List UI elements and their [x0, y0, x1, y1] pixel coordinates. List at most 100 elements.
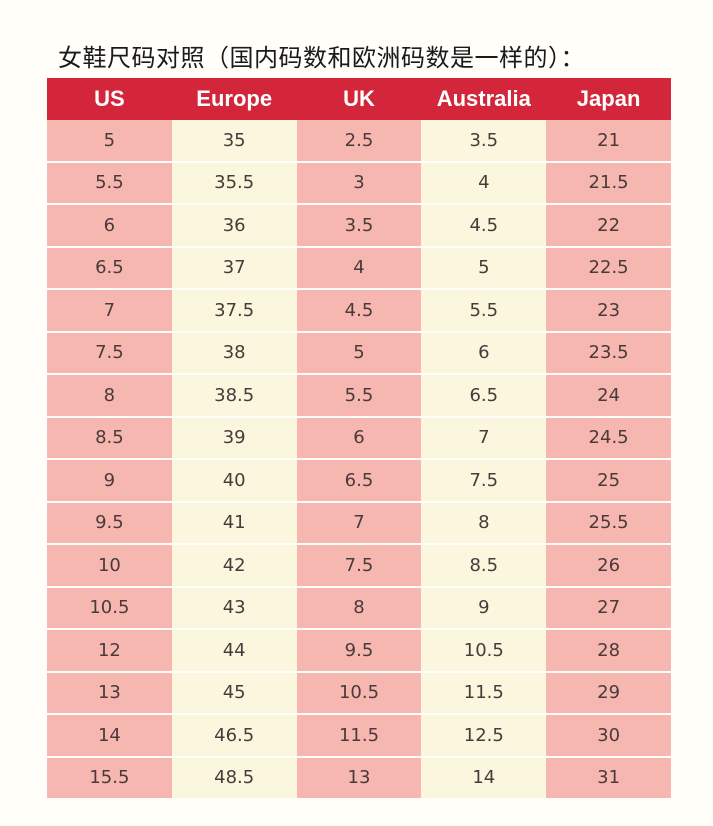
table-row: 12 44 9.5 10.5 28: [47, 628, 671, 671]
cell-australia: 14: [421, 755, 547, 798]
cell-uk: 4.5: [296, 288, 422, 331]
table-row: 14 46.5 11.5 12.5 30: [47, 713, 671, 756]
cell-japan: 24.5: [546, 415, 671, 458]
cell-us: 14: [47, 713, 172, 756]
cell-japan: 26: [546, 543, 671, 586]
cell-us: 9: [47, 458, 172, 501]
cell-uk: 10.5: [296, 670, 422, 713]
cell-uk: 7.5: [296, 543, 422, 586]
table-row: 9 40 6.5 7.5 25: [47, 458, 671, 501]
cell-us: 5.5: [47, 160, 172, 203]
cell-japan: 31: [546, 755, 671, 798]
cell-australia: 6.5: [421, 373, 547, 416]
cell-us: 13: [47, 670, 172, 713]
cell-japan: 21.5: [546, 160, 671, 203]
cell-europe: 36: [171, 203, 297, 246]
cell-uk: 11.5: [296, 713, 422, 756]
cell-us: 10: [47, 543, 172, 586]
table-header-row: US Europe UK Australia Japan: [47, 78, 671, 120]
header-us: US: [47, 78, 172, 120]
table-row: 7.5 38 5 6 23.5: [47, 330, 671, 373]
cell-europe: 44: [171, 628, 297, 671]
cell-uk: 6.5: [296, 458, 422, 501]
cell-europe: 41: [171, 500, 297, 543]
cell-uk: 6: [296, 415, 422, 458]
cell-uk: 7: [296, 500, 422, 543]
cell-us: 6: [47, 203, 172, 246]
cell-europe: 43: [171, 585, 297, 628]
table-row: 10.5 43 8 9 27: [47, 585, 671, 628]
page-title: 女鞋尺码对照（国内码数和欧洲码数是一样的）：: [58, 44, 585, 72]
table-row: 15.5 48.5 13 14 31: [47, 755, 671, 798]
cell-australia: 6: [421, 330, 547, 373]
cell-europe: 40: [171, 458, 297, 501]
cell-japan: 23: [546, 288, 671, 331]
cell-europe: 39: [171, 415, 297, 458]
cell-japan: 27: [546, 585, 671, 628]
table-row: 7 37.5 4.5 5.5 23: [47, 288, 671, 331]
header-uk: UK: [296, 78, 422, 120]
cell-uk: 4: [296, 245, 422, 288]
table-row: 8 38.5 5.5 6.5 24: [47, 373, 671, 416]
table-row: 6.5 37 4 5 22.5: [47, 245, 671, 288]
cell-uk: 2.5: [296, 120, 422, 161]
table-row: 10 42 7.5 8.5 26: [47, 543, 671, 586]
cell-us: 5: [47, 120, 172, 161]
table-body: 5 35 2.5 3.5 21 5.5 35.5 3 4 21.5 6 36 3.5 4.5 22 6.5 37…: [47, 120, 671, 798]
cell-europe: 46.5: [171, 713, 297, 756]
cell-europe: 38: [171, 330, 297, 373]
header-europe: Europe: [171, 78, 297, 120]
cell-uk: 13: [296, 755, 422, 798]
cell-uk: 5.5: [296, 373, 422, 416]
cell-australia: 8: [421, 500, 547, 543]
cell-europe: 35: [171, 120, 297, 161]
cell-uk: 8: [296, 585, 422, 628]
cell-europe: 42: [171, 543, 297, 586]
cell-europe: 37: [171, 245, 297, 288]
cell-uk: 3.5: [296, 203, 422, 246]
cell-australia: 12.5: [421, 713, 547, 756]
cell-us: 10.5: [47, 585, 172, 628]
cell-japan: 25: [546, 458, 671, 501]
cell-japan: 21: [546, 120, 671, 161]
table-row: 5.5 35.5 3 4 21.5: [47, 160, 671, 203]
cell-europe: 37.5: [171, 288, 297, 331]
cell-uk: 9.5: [296, 628, 422, 671]
cell-australia: 8.5: [421, 543, 547, 586]
cell-australia: 10.5: [421, 628, 547, 671]
cell-us: 7.5: [47, 330, 172, 373]
cell-europe: 35.5: [171, 160, 297, 203]
cell-australia: 5: [421, 245, 547, 288]
table-row: 5 35 2.5 3.5 21: [47, 120, 671, 161]
cell-australia: 7.5: [421, 458, 547, 501]
shoe-size-table: US Europe UK Australia Japan 5 35 2.5 3.5 21…: [47, 78, 671, 798]
header-australia: Australia: [421, 78, 547, 120]
cell-australia: 4: [421, 160, 547, 203]
cell-japan: 29: [546, 670, 671, 713]
cell-japan: 23.5: [546, 330, 671, 373]
table-row: 6 36 3.5 4.5 22: [47, 203, 671, 246]
cell-us: 7: [47, 288, 172, 331]
cell-australia: 4.5: [421, 203, 547, 246]
cell-europe: 48.5: [171, 755, 297, 798]
cell-japan: 24: [546, 373, 671, 416]
table-row: 9.5 41 7 8 25.5: [47, 500, 671, 543]
cell-uk: 5: [296, 330, 422, 373]
cell-australia: 3.5: [421, 120, 547, 161]
cell-australia: 9: [421, 585, 547, 628]
table-row: 13 45 10.5 11.5 29: [47, 670, 671, 713]
cell-australia: 7: [421, 415, 547, 458]
cell-australia: 11.5: [421, 670, 547, 713]
cell-europe: 38.5: [171, 373, 297, 416]
cell-us: 8: [47, 373, 172, 416]
cell-australia: 5.5: [421, 288, 547, 331]
cell-japan: 22: [546, 203, 671, 246]
cell-japan: 28: [546, 628, 671, 671]
cell-us: 12: [47, 628, 172, 671]
cell-us: 15.5: [47, 755, 172, 798]
cell-japan: 22.5: [546, 245, 671, 288]
cell-us: 8.5: [47, 415, 172, 458]
cell-uk: 3: [296, 160, 422, 203]
header-japan: Japan: [546, 78, 671, 120]
cell-europe: 45: [171, 670, 297, 713]
